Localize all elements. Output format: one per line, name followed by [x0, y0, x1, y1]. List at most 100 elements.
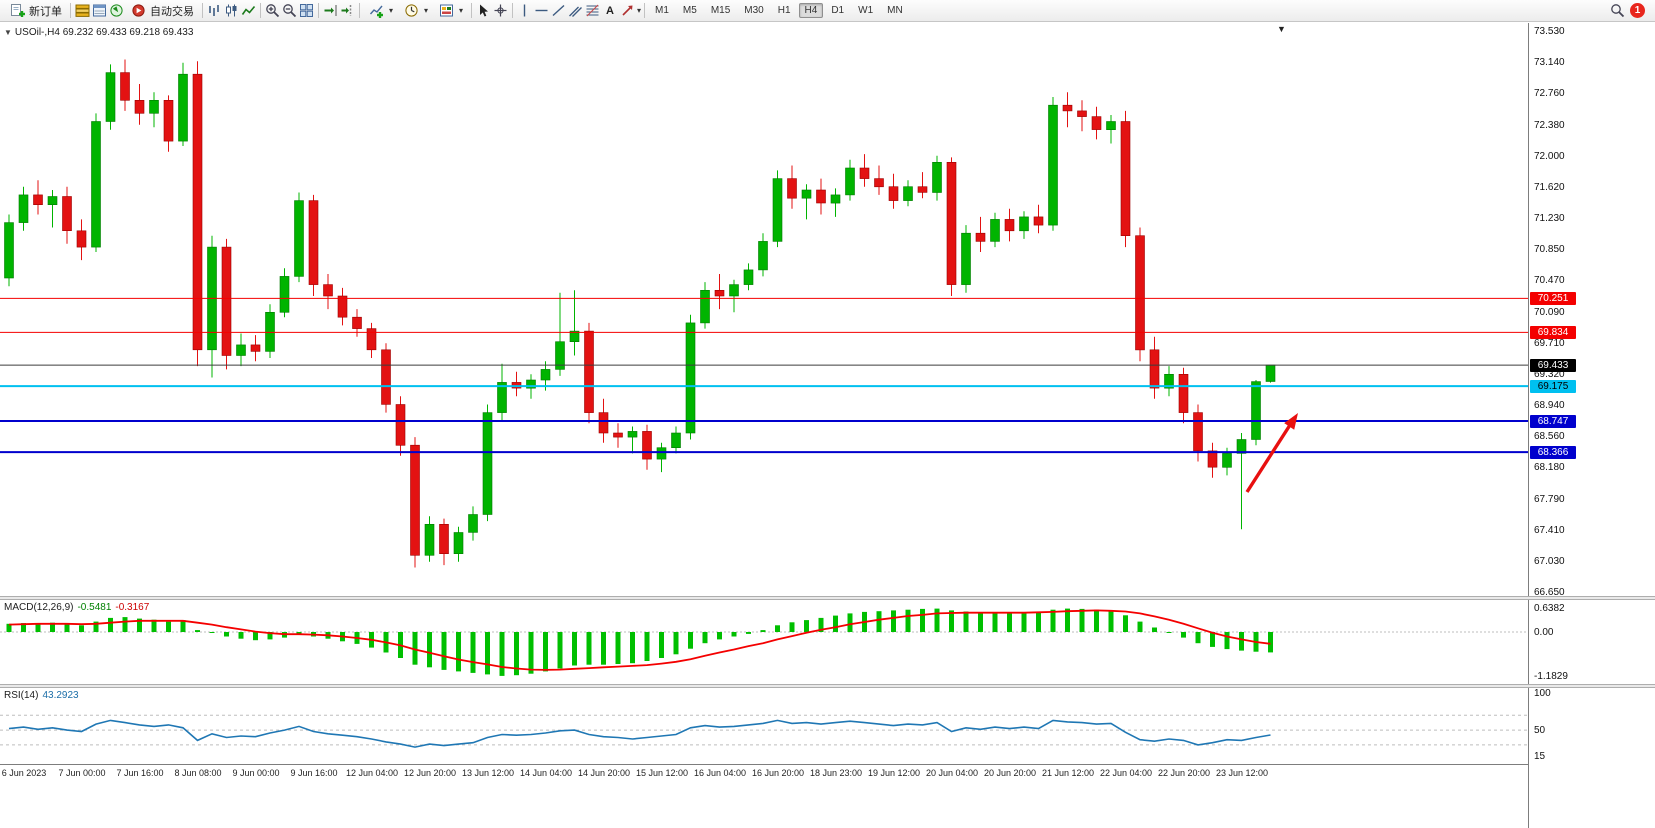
macd-indicator-canvas[interactable] — [0, 600, 1528, 684]
macd-histogram-bar — [1239, 632, 1244, 651]
candle-body — [1178, 373, 1189, 413]
timeframe-button-mn[interactable]: MN — [887, 5, 903, 16]
price-axis-label: 72.380 — [1534, 120, 1565, 131]
chart-shift-icon[interactable] — [339, 3, 356, 19]
autotrading-button[interactable]: 自动交易 — [125, 1, 199, 21]
candle-body — [424, 523, 435, 556]
price-scale[interactable]: 73.530 73.140 72.760 72.380 72.000 71.620 71.2… — [1528, 23, 1655, 828]
zoom-in-icon[interactable] — [264, 3, 281, 19]
macd-histogram-bar — [209, 632, 215, 633]
time-axis-label: 16 Jun 04:00 — [693, 768, 747, 778]
macd-histogram-bar — [543, 632, 548, 672]
price-axis-label: 73.530 — [1534, 26, 1565, 37]
timeframe-button-m5[interactable]: M5 — [682, 5, 697, 16]
panel-splitter[interactable] — [0, 684, 1655, 688]
candlestick-chart-icon[interactable] — [223, 3, 240, 19]
toolbar-separator — [512, 3, 514, 18]
text-tool-button[interactable]: A — [601, 1, 619, 21]
time-axis-label: 21 Jun 12:00 — [1041, 768, 1095, 778]
dropdown-arrow-icon: ▾ — [389, 6, 394, 15]
line-chart-icon[interactable] — [240, 3, 257, 19]
text-tool-label: A — [606, 4, 614, 17]
macd-histogram-bar — [992, 612, 998, 632]
timeframe-button-h1[interactable]: H1 — [777, 5, 791, 16]
timeframe-button-m1[interactable]: M1 — [655, 5, 669, 16]
candle-body — [729, 284, 739, 297]
timeframe-button-h4[interactable]: H4 — [798, 3, 824, 18]
candle-body — [1062, 104, 1073, 112]
toolbar-separator — [471, 3, 473, 18]
macd-histogram-bar — [499, 632, 505, 676]
macd-histogram-bar — [1268, 632, 1273, 653]
candle-body — [120, 72, 130, 101]
timeframe-button-m15[interactable]: M15 — [710, 5, 731, 16]
collapse-panel-icon[interactable]: ▼ — [4, 28, 12, 37]
timeframe-button-m30[interactable]: M30 — [744, 5, 764, 16]
periods-button[interactable]: ▾ — [398, 1, 433, 21]
macd-histogram-bar — [50, 622, 55, 632]
time-axis-label: 9 Jun 16:00 — [290, 768, 338, 778]
channel-tool-icon[interactable] — [567, 3, 584, 19]
macd-histogram-bar — [615, 632, 621, 664]
macd-histogram-bar — [1181, 632, 1186, 638]
time-axis-label: 22 Jun 04:00 — [1099, 768, 1153, 778]
candle-body — [1135, 235, 1145, 351]
candle-body — [932, 162, 942, 193]
macd-histogram-bar — [151, 619, 157, 632]
price-axis-label: 70.470 — [1534, 275, 1565, 286]
rsi-indicator-canvas[interactable] — [0, 688, 1528, 764]
candle-body — [627, 431, 638, 438]
time-axis-label: 15 Jun 12:00 — [635, 768, 689, 778]
notification-badge[interactable]: 1 — [1630, 3, 1645, 18]
candle-body — [714, 289, 725, 297]
panel-splitter[interactable] — [0, 596, 1655, 600]
candle-body — [308, 200, 319, 285]
templates-button[interactable]: ▾ — [433, 1, 468, 21]
time-axis-label: 8 Jun 08:00 — [174, 768, 222, 778]
macd-histogram-bar — [1166, 632, 1172, 633]
candle-body — [1004, 219, 1015, 232]
trendline-tool-icon[interactable] — [550, 3, 567, 19]
horizontal-line-tool-icon[interactable] — [533, 3, 550, 19]
data-window-icon[interactable] — [91, 3, 108, 19]
arrows-tool-icon[interactable] — [619, 3, 636, 19]
macd-histogram-bar — [920, 608, 925, 632]
time-axis-label: 14 Jun 04:00 — [519, 768, 573, 778]
candle-body — [1164, 373, 1174, 389]
candle-body — [569, 330, 580, 343]
candle-body — [149, 100, 159, 114]
crosshair-tool-icon[interactable] — [492, 3, 509, 19]
timeframe-button-w1[interactable]: W1 — [858, 5, 874, 16]
new-order-button[interactable]: 新订单 — [4, 1, 67, 21]
macd-histogram-bar — [238, 632, 244, 639]
tile-windows-icon[interactable] — [298, 3, 315, 19]
macd-histogram-bar — [659, 632, 664, 658]
rsi-line — [8, 719, 1271, 748]
macd-histogram-bar — [717, 632, 722, 640]
macd-histogram-bar — [166, 621, 171, 632]
trend-arrow-annotation[interactable] — [1245, 413, 1298, 493]
candle-body — [975, 232, 986, 242]
macd-histogram-bar — [528, 632, 534, 674]
search-icon[interactable] — [1609, 3, 1626, 19]
indicators-button[interactable]: ▾ — [363, 1, 398, 21]
timeframe-button-d1[interactable]: D1 — [831, 5, 845, 16]
time-axis-label: 14 Jun 20:00 — [577, 768, 631, 778]
price-axis-label: 69.710 — [1534, 338, 1565, 349]
cursor-tool-icon[interactable] — [475, 3, 492, 19]
candle-body — [395, 404, 406, 446]
time-axis-label: 7 Jun 16:00 — [116, 768, 164, 778]
zoom-out-icon[interactable] — [281, 3, 298, 19]
fibonacci-tool-icon[interactable] — [584, 3, 601, 19]
main-toolbar: 新订单 自动交易 ▾ ▾ ▾ A ▾ M1 M5 M15 M30 H1 H4 D… — [0, 0, 1655, 22]
price-chart-canvas[interactable] — [0, 23, 1528, 596]
time-axis[interactable]: 6 Jun 2023 7 Jun 00:00 7 Jun 16:00 8 Jun 08… — [0, 764, 1655, 783]
rsi-indicator-label: RSI(14) 43.2923 — [4, 690, 79, 701]
auto-scroll-icon[interactable] — [322, 3, 339, 19]
vertical-line-tool-icon[interactable] — [516, 3, 533, 19]
bar-chart-icon[interactable] — [206, 3, 223, 19]
chart-shift-marker-icon[interactable]: ▼ — [1277, 24, 1286, 34]
market-watch-icon[interactable] — [74, 3, 91, 19]
navigator-icon[interactable] — [108, 3, 125, 19]
time-axis-label: 20 Jun 20:00 — [983, 768, 1037, 778]
